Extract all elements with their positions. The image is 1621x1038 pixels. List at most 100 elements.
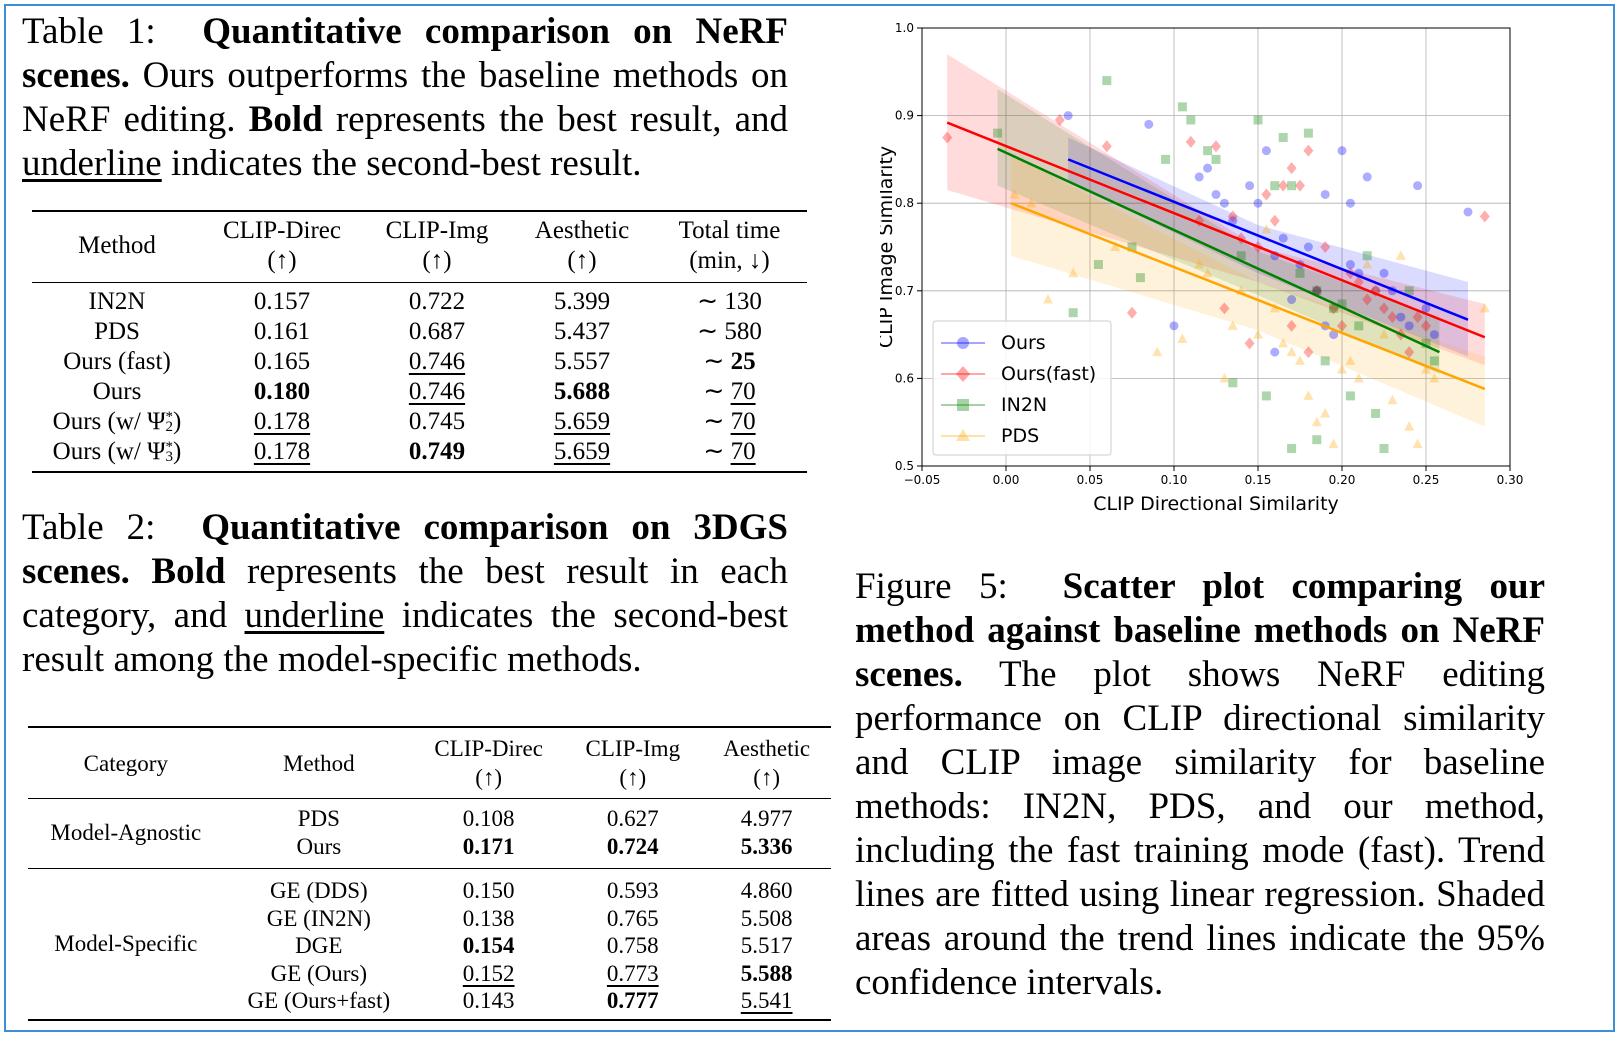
table-row: Ours (fast) 0.165 0.746 5.557 ∼ 25 [32,347,807,377]
data-point [1404,286,1414,296]
method-cell: GE (DDS) [269,878,368,903]
table2-header-category: Category [83,750,168,776]
aesthetic-cell: 5.659 [553,408,611,435]
method-cell: GE (Ours+fast) [247,988,391,1013]
legend-swatch-marker [957,399,969,411]
data-point [1303,128,1313,138]
data-point [1421,338,1431,348]
clip-direc-cell: 0.171 [462,833,515,859]
clip-img-cell: 0.724 [606,833,659,859]
clip-direc-cell: 0.150 [462,878,515,903]
aesthetic-cell: 5.399 [553,288,611,315]
table1-caption-prefix: Table 1: [22,11,156,52]
aesthetic-cell: 5.437 [553,318,611,345]
data-point [1345,391,1355,401]
data-point [1270,181,1280,191]
clip-img-cell: 0.722 [408,288,466,315]
data-point [1362,293,1373,306]
x-tick-label: 0.00 [993,473,1020,487]
data-point [1269,214,1280,227]
figure5-caption-prefix: Figure 5: [855,566,1008,607]
table1-caption: Table 1: Quantitative comparison on NeRF… [22,10,788,186]
data-point [1329,303,1339,313]
clip-img-cell: 0.745 [408,408,466,435]
method-cell: Ours [296,833,342,859]
clip-direc-cell: 0.178 [253,408,311,435]
aesthetic-cell: 5.588 [740,960,793,986]
table2-caption: Table 2: Quantitative comparison on 3DGS… [22,506,788,682]
data-point [1253,115,1263,125]
data-point [1479,302,1490,313]
data-point [993,128,1003,138]
data-point [1404,321,1414,331]
data-point [1295,268,1305,278]
data-point [1295,179,1305,192]
legend-label: Ours(fast) [1001,363,1096,385]
table2-caption-prefix: Table 2: [22,507,156,548]
x-tick-label: 0.10 [1161,473,1188,487]
data-point [1328,438,1339,449]
method-cell: PDS [94,318,140,345]
data-point [1203,163,1213,173]
data-point [1295,355,1305,365]
data-point [1063,111,1073,121]
method-cell: DGE [295,933,343,958]
category-cell: Model-Agnostic [50,819,202,845]
data-point [1261,188,1272,201]
clip-direc-cell: 0.180 [253,378,311,405]
clip-img-cell: 0.758 [606,933,659,958]
x-tick-label: 0.30 [1497,473,1524,487]
table2-header-method: Method [283,750,355,776]
clip-direc-cell: 0.152 [462,960,515,986]
table2-caption-text-1: represents the best result in each categ… [22,551,788,636]
clip-direc-cell: 0.161 [253,318,311,345]
table2-header-clip-img: CLIP-Img (↑) [585,736,681,790]
legend-label: Ours [1001,332,1046,354]
table-row: Model-Specific GE (DDS) 0.150 0.593 4.86… [28,868,831,956]
y-tick-label: 0.6 [895,371,914,385]
legend-label: IN2N [1001,394,1047,416]
data-point [1312,435,1322,445]
table-row: Ours 0.180 0.746 5.688 ∼ 70 [32,377,807,407]
clip-direc-cell: 0.138 [462,905,515,931]
y-tick-label: 0.8 [895,196,914,210]
data-point [1312,286,1322,296]
data-point [1203,146,1213,156]
data-point [1211,140,1221,153]
data-point [1329,330,1339,340]
figure5-caption-title: Scatter plot comparing our method agains… [855,566,1546,695]
data-point [1287,443,1297,453]
clip-img-cell: 0.687 [408,318,466,345]
data-point [1286,319,1297,332]
data-point [1379,302,1389,315]
legend-label: PDS [1001,425,1039,447]
aesthetic-cell: 5.659 [553,438,611,465]
table-row: Model-Agnostic PDS 0.108 0.627 4.977 [28,798,831,845]
table2-caption-text-2: indicates the second-best result among t… [22,595,789,680]
table2-caption-underline: underline [244,595,385,636]
data-point [1261,391,1271,401]
table1-caption-text-3: indicates the second-best result. [170,143,642,184]
data-point [1278,179,1289,192]
data-point [1303,346,1314,359]
data-point [1278,133,1288,142]
aesthetic-cell: 5.508 [740,905,793,931]
data-point [1177,102,1187,112]
table1-header-clip-img: CLIP-Img (↑) [385,217,489,274]
data-point [1228,378,1238,388]
data-point [1219,372,1230,383]
method-cell: IN2N [88,288,146,315]
data-point [1068,267,1079,278]
table1-caption-bold: Bold [248,99,323,140]
figure5-caption: Figure 5: Scatter plot comparing our met… [855,565,1545,1005]
data-point [1345,260,1355,270]
data-point [1337,146,1347,156]
time-cell: ∼ 70 [703,408,756,435]
time-cell: ∼ 130 [697,288,762,315]
method-cell: GE (IN2N) [266,905,371,931]
data-point [1186,115,1196,125]
data-point [1169,321,1179,331]
data-point [1337,319,1347,332]
clip-direc-cell: 0.154 [462,933,515,958]
data-point [1227,210,1238,223]
